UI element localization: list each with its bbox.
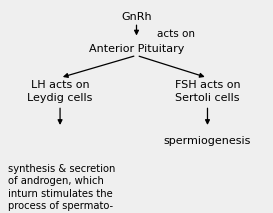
Text: acts on: acts on bbox=[157, 29, 195, 39]
Text: Anterior Pituitary: Anterior Pituitary bbox=[89, 44, 184, 54]
Text: synthesis & secretion
of androgen, which
inturn stimulates the
process of sperma: synthesis & secretion of androgen, which… bbox=[8, 164, 115, 213]
Text: FSH acts on
Sertoli cells: FSH acts on Sertoli cells bbox=[175, 80, 240, 103]
Text: LH acts on
Leydig cells: LH acts on Leydig cells bbox=[27, 80, 93, 103]
Text: spermiogenesis: spermiogenesis bbox=[164, 136, 251, 145]
Text: GnRh: GnRh bbox=[121, 12, 152, 22]
